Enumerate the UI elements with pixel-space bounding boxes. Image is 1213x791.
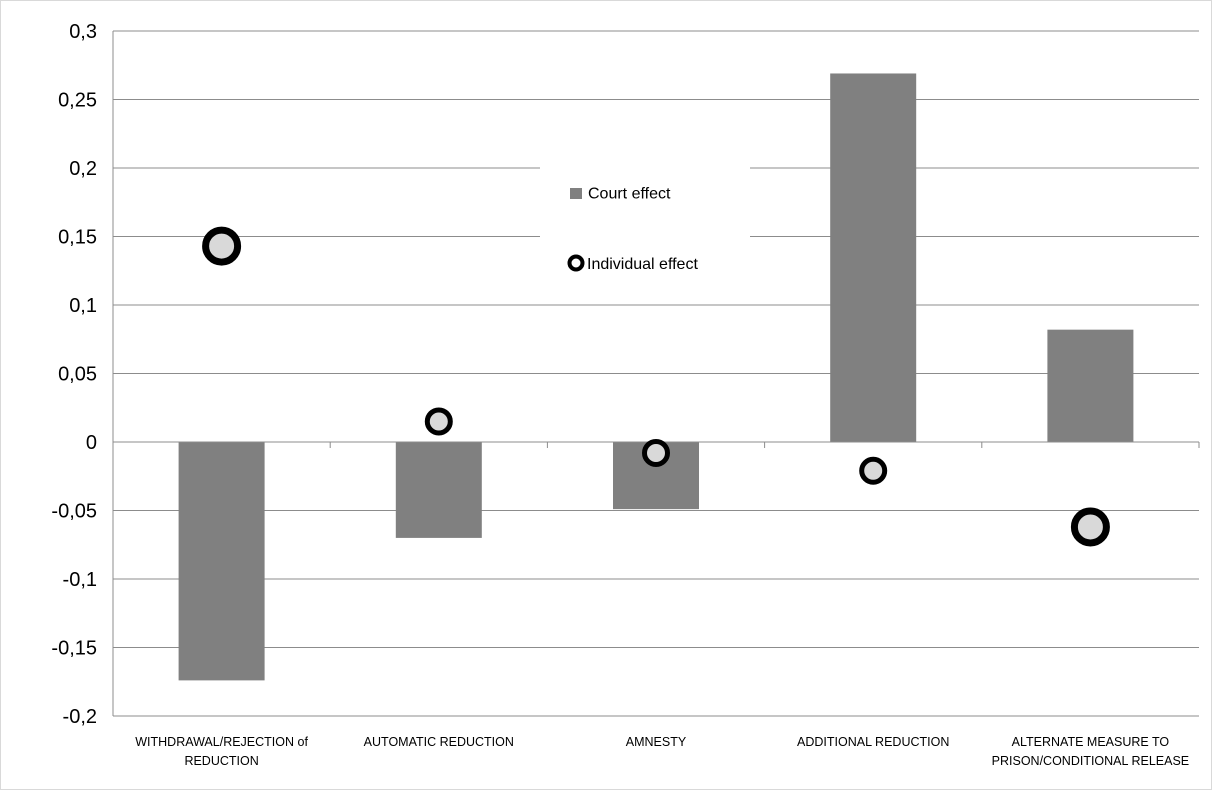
x-tick-label: REDUCTION: [184, 754, 258, 768]
y-tick-label: -0,1: [63, 569, 97, 591]
x-tick-label: ADDITIONAL REDUCTION: [797, 735, 949, 749]
x-tick-label: AUTOMATIC REDUCTION: [364, 735, 514, 749]
bar-court-effect: [178, 442, 265, 681]
y-tick-label: 0,05: [58, 364, 97, 386]
marker-individual-effect: [202, 226, 242, 266]
markers: [202, 226, 1110, 547]
y-tick-label: 0: [86, 432, 97, 454]
bar-court-effect: [830, 73, 917, 442]
x-tick-label: AMNESTY: [626, 735, 687, 749]
legend-individual-effect: Individual effect: [587, 256, 698, 273]
gridlines: [113, 30, 1199, 717]
y-tick-label: 0,3: [69, 21, 97, 43]
legend-court-effect: Court effect: [588, 186, 671, 203]
bar-court-effect: [1047, 329, 1134, 442]
y-tick-label: -0,15: [51, 638, 97, 660]
marker-individual-effect: [424, 407, 453, 436]
y-tick-label: 0,2: [69, 158, 97, 180]
y-tick-label: 0,15: [58, 227, 97, 249]
x-tick-labels: WITHDRAWAL/REJECTION of REDUCTION AUTOMATI…: [135, 735, 1189, 768]
y-tick-label: 0,1: [69, 295, 97, 317]
legend-background: [540, 163, 750, 296]
marker-individual-effect: [859, 456, 888, 485]
legend-bar-swatch: [570, 188, 582, 199]
legend-marker-swatch: [567, 254, 585, 272]
y-tick-label: 0,25: [58, 90, 97, 112]
y-tick-labels: -0,2 -0,15 -0,1 -0,05 0 0,05 0,1 0,15 0,2 0,25 0,3: [51, 21, 97, 728]
legend: Court effect Individual effect: [540, 163, 750, 296]
marker-individual-effect: [1070, 507, 1110, 547]
x-tick-label: WITHDRAWAL/REJECTION of: [135, 735, 308, 749]
marker-individual-effect: [642, 438, 670, 467]
bars: [178, 73, 1134, 681]
bar-court-effect: [395, 442, 482, 538]
y-tick-label: -0,05: [51, 501, 97, 523]
y-tick-label: -0,2: [63, 706, 97, 728]
x-tick-label: PRISON/CONDITIONAL RELEASE: [992, 754, 1190, 768]
x-tick-label: ALTERNATE MEASURE TO: [1012, 735, 1170, 749]
